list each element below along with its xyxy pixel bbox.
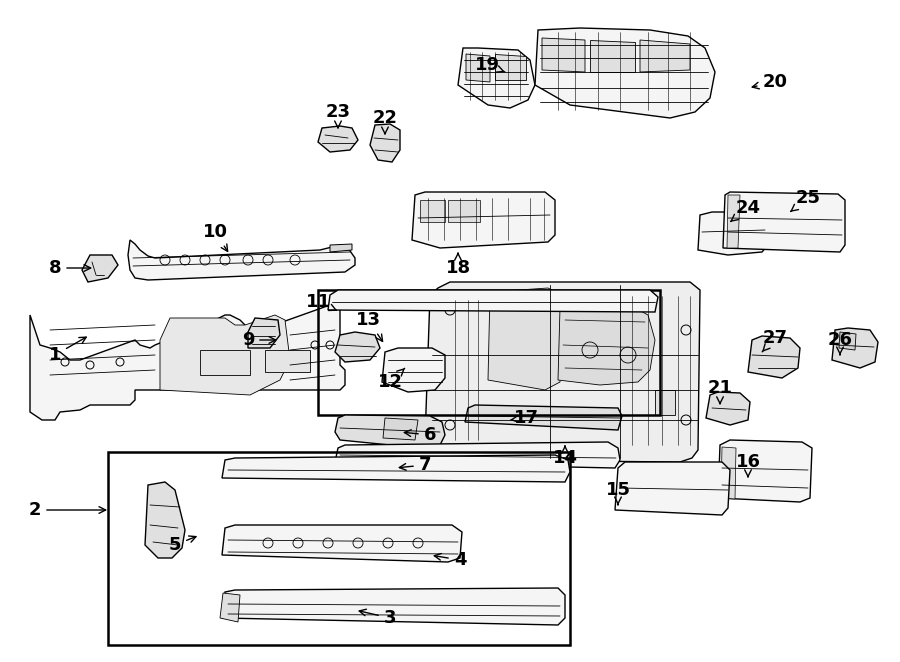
Text: 21: 21 (707, 379, 733, 404)
Polygon shape (488, 288, 562, 390)
Text: 6: 6 (404, 426, 436, 444)
Text: 16: 16 (735, 453, 760, 477)
Polygon shape (335, 415, 445, 448)
Polygon shape (495, 54, 526, 80)
Text: 20: 20 (752, 73, 788, 91)
Polygon shape (727, 195, 740, 248)
Polygon shape (698, 212, 768, 255)
Polygon shape (335, 332, 380, 362)
Text: 5: 5 (169, 536, 196, 554)
Polygon shape (128, 240, 355, 280)
Polygon shape (839, 332, 856, 350)
Text: 10: 10 (202, 223, 228, 252)
Polygon shape (82, 255, 118, 282)
Polygon shape (370, 124, 400, 162)
Text: 18: 18 (446, 253, 471, 277)
Polygon shape (160, 315, 290, 395)
Polygon shape (248, 318, 280, 348)
Polygon shape (383, 418, 418, 440)
Polygon shape (718, 440, 812, 502)
Polygon shape (832, 328, 878, 368)
Text: 22: 22 (373, 109, 398, 134)
Text: 12: 12 (377, 368, 405, 391)
Polygon shape (458, 48, 535, 108)
Text: 2: 2 (29, 501, 105, 519)
Text: 19: 19 (474, 56, 505, 74)
Text: 13: 13 (356, 311, 382, 342)
Bar (108, 452, 570, 645)
Polygon shape (318, 126, 358, 152)
Text: 7: 7 (400, 456, 431, 474)
Polygon shape (640, 40, 690, 72)
Polygon shape (328, 290, 658, 312)
Polygon shape (222, 455, 570, 482)
Text: 14: 14 (553, 446, 578, 467)
Text: 26: 26 (827, 331, 852, 355)
Text: 11: 11 (305, 293, 337, 311)
Polygon shape (706, 392, 750, 425)
Text: 17: 17 (510, 409, 538, 427)
Text: 3: 3 (359, 609, 396, 627)
Text: 1: 1 (49, 337, 86, 364)
Polygon shape (222, 588, 565, 625)
Polygon shape (615, 462, 730, 515)
Polygon shape (200, 350, 250, 375)
Polygon shape (590, 40, 635, 72)
Polygon shape (723, 192, 845, 252)
Polygon shape (721, 447, 736, 499)
Text: 8: 8 (49, 259, 91, 277)
Polygon shape (330, 244, 352, 252)
Text: 15: 15 (606, 481, 631, 504)
Polygon shape (30, 305, 345, 420)
Text: 27: 27 (762, 329, 788, 352)
Bar (318, 290, 660, 415)
Polygon shape (222, 525, 462, 562)
Polygon shape (382, 348, 445, 392)
Polygon shape (335, 442, 620, 468)
Polygon shape (558, 302, 655, 385)
Text: 23: 23 (326, 103, 350, 128)
Polygon shape (465, 405, 622, 430)
Polygon shape (542, 38, 585, 72)
Polygon shape (412, 192, 555, 248)
Polygon shape (748, 336, 800, 378)
Polygon shape (466, 54, 490, 82)
Text: 9: 9 (242, 331, 275, 349)
Polygon shape (425, 282, 700, 462)
Polygon shape (145, 482, 185, 558)
Text: 25: 25 (790, 189, 821, 212)
Polygon shape (420, 200, 445, 222)
Polygon shape (655, 390, 675, 415)
Polygon shape (220, 593, 240, 622)
Polygon shape (535, 28, 715, 118)
Text: 24: 24 (731, 199, 760, 222)
Polygon shape (448, 200, 480, 222)
Text: 4: 4 (435, 551, 466, 569)
Polygon shape (265, 350, 310, 372)
